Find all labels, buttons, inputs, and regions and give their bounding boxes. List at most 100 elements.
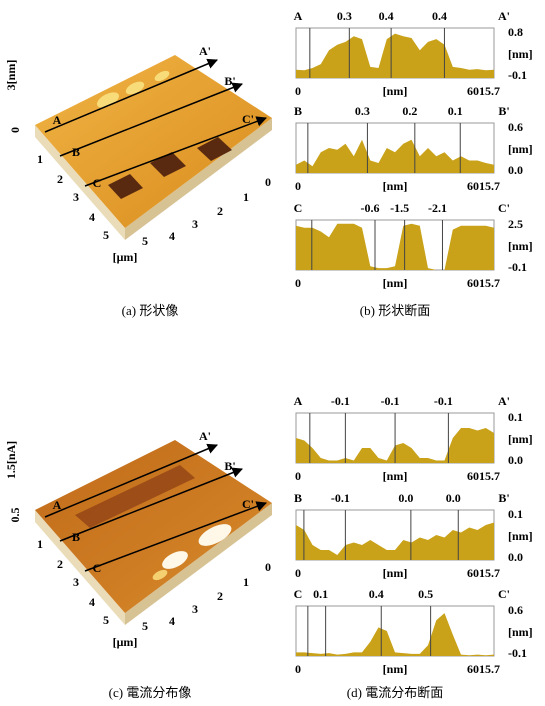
y-tick-label: 0.0 bbox=[508, 550, 523, 564]
profile-end: A' bbox=[498, 394, 510, 408]
profile-start: C bbox=[294, 587, 303, 601]
y-tick-label: 0.0 bbox=[508, 453, 523, 467]
profile-end: B' bbox=[498, 491, 509, 505]
y-tick-label: 0.1 bbox=[508, 410, 523, 424]
y-unit: [nm] bbox=[508, 529, 533, 543]
height-label: -0.6 bbox=[360, 201, 379, 215]
caption: (b) 形状断面 bbox=[360, 303, 430, 318]
front-tick: 0 bbox=[265, 560, 271, 574]
x-tick-label: 0 bbox=[295, 469, 301, 483]
z-axis-label: 1.5[nA] bbox=[4, 441, 18, 479]
height-label: 0.3 bbox=[355, 104, 370, 118]
height-label: -2.1 bbox=[428, 201, 447, 215]
z-tick: 0 bbox=[8, 127, 22, 133]
x-tick-label: 6015.7 bbox=[467, 662, 500, 676]
x-tick-label: 0 bbox=[295, 662, 301, 676]
profile-start: A bbox=[294, 9, 303, 23]
surface-c bbox=[35, 440, 272, 625]
x-unit: [nm] bbox=[383, 566, 408, 580]
line-end: C' bbox=[242, 497, 254, 511]
profile-start: C bbox=[294, 201, 303, 215]
x-tick-label: 6015.7 bbox=[467, 84, 500, 98]
x-tick-label: 6015.7 bbox=[467, 469, 500, 483]
profile-end: C' bbox=[498, 587, 510, 601]
y-unit: [nm] bbox=[508, 47, 533, 61]
y-tick-label: -0.1 bbox=[508, 260, 527, 274]
x-unit: [nm] bbox=[383, 84, 408, 98]
caption: (d) 電流分布断面 bbox=[347, 685, 443, 700]
profile-end: B' bbox=[498, 104, 509, 118]
height-label: -0.1 bbox=[331, 394, 350, 408]
profile-start: A bbox=[294, 394, 303, 408]
y-tick-label: 0.6 bbox=[508, 120, 523, 134]
height-label: 0.4 bbox=[379, 9, 394, 23]
line-start: C bbox=[93, 176, 102, 190]
side-tick: 2 bbox=[57, 172, 63, 186]
line-start: B bbox=[72, 530, 80, 544]
line-end: A' bbox=[199, 429, 211, 443]
page: (a) 形状像3[nm]0[μm]12345012345AA'BB'CC'(c)… bbox=[0, 0, 545, 706]
line-end: B' bbox=[224, 459, 235, 473]
surface-a bbox=[35, 55, 272, 240]
profile-start: B bbox=[294, 104, 302, 118]
height-label: 0.5 bbox=[418, 587, 433, 601]
y-tick-label: 0.0 bbox=[508, 163, 523, 177]
height-label: 0.2 bbox=[402, 104, 417, 118]
front-tick: 5 bbox=[142, 234, 148, 248]
x-tick-label: 0 bbox=[295, 179, 301, 193]
y-tick-label: -0.1 bbox=[508, 68, 527, 82]
line-start: A bbox=[53, 113, 62, 127]
side-tick: 4 bbox=[89, 210, 95, 224]
side-tick: 3 bbox=[73, 575, 79, 589]
front-tick: 2 bbox=[217, 589, 223, 603]
height-label: 0.1 bbox=[313, 587, 328, 601]
profile-end: A' bbox=[498, 9, 510, 23]
y-unit: [nm] bbox=[508, 625, 533, 639]
x-tick-label: 0 bbox=[295, 276, 301, 290]
y-unit: [nm] bbox=[508, 239, 533, 253]
x-tick-label: 6015.7 bbox=[467, 179, 500, 193]
x-unit: [nm] bbox=[383, 276, 408, 290]
line-end: C' bbox=[242, 112, 254, 126]
y-tick-label: -0.1 bbox=[508, 646, 527, 660]
x-unit: [nm] bbox=[383, 662, 408, 676]
front-tick: 5 bbox=[142, 619, 148, 633]
side-tick: 3 bbox=[73, 190, 79, 204]
height-label: 0.1 bbox=[448, 104, 463, 118]
front-tick: 1 bbox=[243, 190, 249, 204]
axis-unit: [μm] bbox=[113, 250, 138, 264]
front-tick: 3 bbox=[192, 217, 198, 231]
x-tick-label: 6015.7 bbox=[467, 566, 500, 580]
height-label: 0.0 bbox=[446, 491, 461, 505]
side-tick: 2 bbox=[57, 557, 63, 571]
y-tick-label: 2.5 bbox=[508, 217, 523, 231]
y-unit: [nm] bbox=[508, 142, 533, 156]
x-unit: [nm] bbox=[383, 179, 408, 193]
caption: (a) 形状像 bbox=[122, 303, 179, 318]
axis-unit: [μm] bbox=[113, 635, 138, 649]
height-label: 0.3 bbox=[337, 9, 352, 23]
front-tick: 4 bbox=[169, 614, 175, 628]
y-tick-label: 0.6 bbox=[508, 603, 523, 617]
height-label: -0.1 bbox=[434, 394, 453, 408]
front-tick: 2 bbox=[217, 204, 223, 218]
z-tick: 0.5 bbox=[8, 508, 22, 523]
line-end: A' bbox=[199, 44, 211, 58]
side-tick: 5 bbox=[103, 613, 109, 627]
front-tick: 1 bbox=[243, 575, 249, 589]
line-start: A bbox=[53, 498, 62, 512]
height-label: 0.0 bbox=[398, 491, 413, 505]
line-end: B' bbox=[224, 74, 235, 88]
height-label: -1.5 bbox=[390, 201, 409, 215]
caption: (c) 電流分布像 bbox=[109, 685, 192, 700]
figure: (a) 形状像3[nm]0[μm]12345012345AA'BB'CC'(c)… bbox=[0, 0, 545, 706]
side-tick: 4 bbox=[89, 595, 95, 609]
height-label: 0.4 bbox=[432, 9, 447, 23]
side-tick: 1 bbox=[37, 537, 43, 551]
profile-start: B bbox=[294, 491, 302, 505]
y-unit: [nm] bbox=[508, 432, 533, 446]
x-tick-label: 6015.7 bbox=[467, 276, 500, 290]
height-label: 0.4 bbox=[369, 587, 384, 601]
front-tick: 3 bbox=[192, 602, 198, 616]
profile-end: C' bbox=[498, 201, 510, 215]
